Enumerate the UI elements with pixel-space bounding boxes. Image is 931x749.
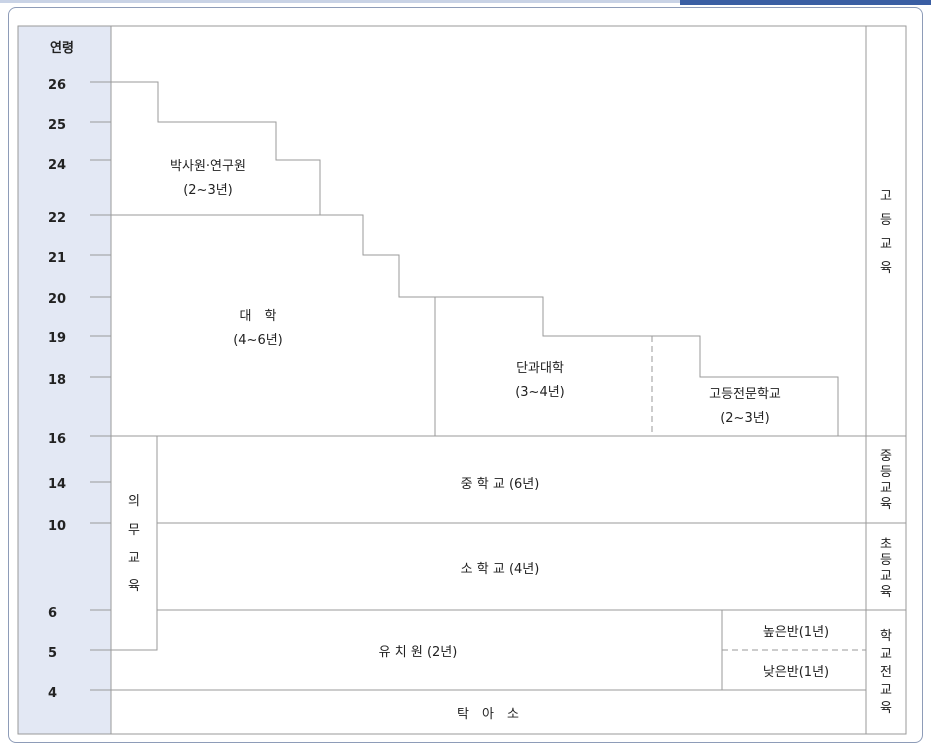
vocational-duration: (2~3년) [720, 411, 770, 426]
category-preschool-char: 육 [880, 701, 892, 716]
age-label: 4 [48, 686, 57, 701]
category-preschool-char: 학 [880, 629, 892, 644]
nursery-label: 탁 아 소 [457, 707, 519, 722]
age-label: 24 [48, 158, 66, 173]
category-higher-char: 육 [880, 261, 892, 276]
age-label: 10 [48, 519, 66, 534]
stage-lines [90, 81, 906, 691]
primary-school-label: 소 학 교 (4년) [461, 562, 540, 577]
age-label: 26 [48, 78, 66, 93]
university-duration: (4~6년) [233, 333, 283, 348]
age-label: 16 [48, 432, 66, 447]
category-primary-char: 등 [880, 553, 892, 568]
category-primary-char: 육 [880, 585, 892, 600]
age-column [18, 26, 111, 734]
header-accent [680, 0, 931, 5]
compulsory-char: 교 [128, 551, 140, 566]
category-secondary-char: 중 [880, 449, 892, 464]
kindergarten-upper-label: 높은반(1년) [763, 625, 829, 640]
category-preschool-char: 교 [880, 683, 892, 698]
compulsory-char: 무 [128, 523, 140, 538]
age-label: 5 [48, 646, 57, 661]
header-bar [0, 0, 680, 3]
compulsory-char: 육 [128, 579, 140, 594]
college-label: 단과대학 [516, 361, 564, 376]
vocational-label: 고등전문학교 [709, 387, 781, 402]
category-higher-char: 등 [880, 213, 892, 228]
age-label: 19 [48, 331, 66, 346]
category-secondary-char: 육 [880, 497, 892, 512]
category-primary-char: 초 [880, 537, 892, 552]
category-higher-char: 고 [880, 189, 892, 204]
age-label: 22 [48, 211, 66, 226]
middle-school-label: 중 학 교 (6년) [461, 477, 540, 492]
kindergarten-lower-label: 낮은반(1년) [763, 665, 829, 680]
university-label: 대 학 [240, 309, 277, 324]
age-label: 20 [48, 292, 66, 307]
category-secondary-char: 교 [880, 481, 892, 496]
category-preschool-char: 전 [880, 665, 892, 680]
age-label: 14 [48, 477, 66, 492]
category-preschool-char: 교 [880, 647, 892, 662]
age-label: 18 [48, 373, 66, 388]
kindergarten-label: 유 치 원 (2년) [379, 645, 458, 660]
graduate-label: 박사원·연구원 [170, 159, 246, 174]
category-secondary-char: 등 [880, 465, 892, 480]
category-primary-char: 교 [880, 569, 892, 584]
graduate-duration: (2~3년) [183, 183, 233, 198]
category-higher-char: 교 [880, 237, 892, 252]
compulsory-char: 의 [128, 494, 140, 509]
grid-border [17, 25, 907, 735]
college-duration: (3~4년) [515, 385, 565, 400]
age-header: 연령 [50, 41, 74, 56]
age-label: 21 [48, 251, 66, 266]
age-label: 25 [48, 118, 66, 133]
age-label: 6 [48, 606, 57, 621]
diagram-frame [8, 7, 923, 743]
